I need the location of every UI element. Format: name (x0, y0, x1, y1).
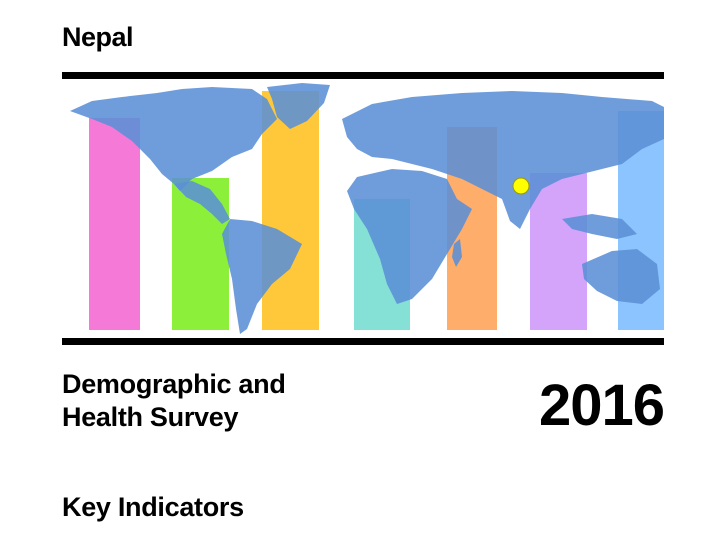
color-bar-3 (262, 91, 319, 330)
survey-title-line2: Health Survey (62, 402, 239, 432)
survey-year: 2016 (538, 373, 665, 438)
top-divider (62, 72, 664, 79)
cover-artwork (62, 79, 664, 338)
survey-title: Demographic and Health Survey (62, 368, 286, 434)
country-title: Nepal (62, 22, 134, 52)
color-bar-1 (89, 118, 140, 330)
color-bar-6 (530, 173, 587, 330)
report-type: Key Indicators (62, 492, 244, 522)
nepal-marker-icon (512, 177, 530, 195)
survey-title-line1: Demographic and (62, 369, 286, 399)
bottom-divider (62, 338, 664, 345)
world-map-icon (70, 83, 664, 334)
